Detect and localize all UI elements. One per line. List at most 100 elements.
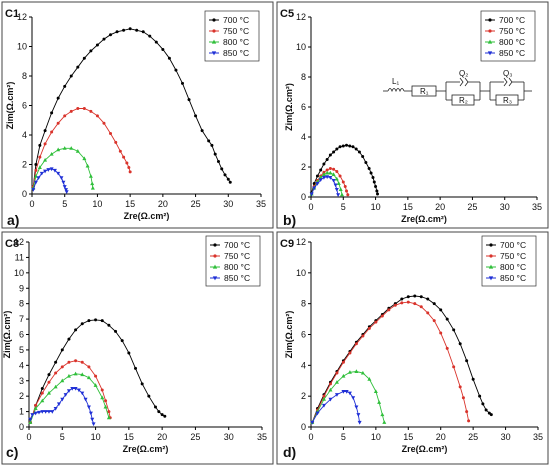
data-point (52, 168, 57, 173)
data-point (331, 172, 336, 176)
data-point (321, 172, 326, 176)
x-tick-label: 5 (341, 202, 346, 212)
data-point (310, 420, 315, 425)
data-point (56, 171, 61, 176)
data-point (83, 397, 88, 402)
data-point (122, 155, 126, 159)
data-point (118, 149, 122, 153)
data-point (207, 139, 211, 143)
data-point (354, 405, 359, 410)
legend-label: 850 °C (499, 48, 525, 58)
y-tick-label: 4 (301, 132, 306, 142)
data-point (374, 185, 378, 188)
x-tick-label: 0 (308, 432, 313, 442)
x-tick-label: 0 (308, 202, 313, 212)
data-point (54, 371, 58, 375)
panel-letter: a) (7, 212, 19, 228)
panel-frame (1, 231, 274, 465)
data-point (74, 328, 78, 332)
data-point (336, 193, 341, 197)
x-tick-label: 15 (124, 432, 134, 442)
data-point (160, 413, 164, 417)
data-point (220, 167, 224, 171)
data-point (419, 295, 423, 299)
data-point (338, 145, 342, 149)
data-point (90, 185, 95, 190)
data-point (95, 43, 99, 47)
data-point (66, 373, 71, 378)
data-point (67, 337, 71, 341)
series-0 (31, 27, 232, 189)
legend-label: 750 °C (224, 251, 250, 261)
data-point (360, 370, 365, 375)
data-point (56, 96, 60, 100)
data-point (88, 411, 93, 416)
circuit-label: L₁ (392, 77, 399, 86)
data-point (467, 419, 471, 423)
data-point (38, 143, 42, 147)
data-point (334, 380, 339, 384)
y-tick-label: 3 (19, 376, 24, 386)
data-point (128, 27, 132, 31)
data-point (53, 384, 58, 389)
data-point (361, 334, 365, 338)
data-point (372, 180, 376, 184)
data-point (40, 398, 45, 403)
equivalent-circuit (383, 77, 532, 106)
data-point (426, 297, 430, 301)
data-point (321, 176, 326, 180)
data-point (120, 339, 124, 343)
data-point (102, 37, 106, 41)
y-tick-label: 10 (296, 42, 306, 52)
x-axis-title: Zre(Ω.cm²) (123, 444, 169, 454)
data-point (49, 167, 54, 172)
data-point (80, 391, 85, 396)
data-point (354, 369, 359, 373)
data-point (458, 385, 462, 389)
data-point (339, 192, 344, 197)
x-tick-label: 35 (532, 202, 542, 212)
legend-label: 700 °C (500, 240, 526, 250)
data-point (90, 181, 95, 186)
x-tick-label: 20 (435, 202, 445, 212)
y-tick-label: 8 (22, 71, 27, 81)
data-point (64, 190, 69, 194)
data-point (351, 396, 356, 400)
x-tick-label: 35 (256, 199, 266, 209)
legend-marker (489, 254, 493, 258)
data-point (335, 170, 339, 173)
series-2 (31, 146, 95, 190)
data-point (87, 319, 91, 323)
y-tick-label: 2 (301, 391, 306, 401)
data-point (335, 371, 339, 375)
legend-marker (213, 243, 217, 247)
legend-label: 750 °C (499, 26, 525, 36)
series-3 (28, 386, 96, 427)
data-point (328, 167, 332, 170)
data-point (53, 407, 58, 411)
data-point (315, 174, 319, 178)
data-point (103, 404, 108, 409)
data-point (34, 168, 38, 172)
data-point (328, 397, 333, 402)
data-point (122, 28, 126, 32)
x-tick-label: 35 (533, 432, 543, 442)
data-point (341, 180, 345, 184)
x-tick-label: 35 (257, 432, 267, 442)
panel-c5: 0 5 10 15 20 25 30 35 0 2 4 6 8 10 12 Zre(Ω.cm²) Zim(Ω.c… (276, 1, 549, 229)
data-point (63, 393, 68, 397)
data-point (47, 380, 51, 384)
y-tick-label: 6 (22, 101, 27, 111)
y-tick-label: 5 (19, 345, 24, 355)
data-point (107, 323, 111, 327)
data-point (347, 391, 352, 396)
data-point (318, 178, 323, 182)
data-point (332, 150, 336, 154)
data-point (387, 308, 391, 312)
x-tick-label: 20 (158, 199, 168, 209)
data-point (332, 167, 336, 171)
x-tick-label: 10 (371, 432, 381, 442)
x-tick-label: 10 (92, 199, 102, 209)
panel-frame (276, 231, 549, 465)
